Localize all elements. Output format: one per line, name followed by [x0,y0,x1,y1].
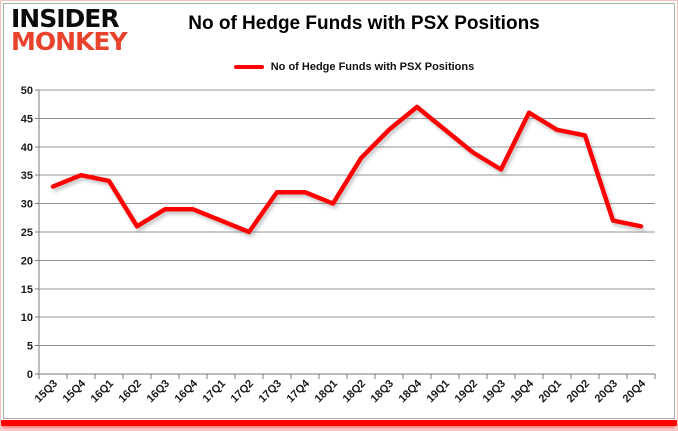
svg-text:35: 35 [21,170,33,182]
logo-line2: MONKEY [11,27,128,56]
svg-text:50: 50 [21,85,33,97]
svg-text:16Q1: 16Q1 [89,378,117,406]
svg-text:20Q1: 20Q1 [537,378,565,406]
svg-text:17Q2: 17Q2 [229,378,257,406]
x-axis-labels: 15Q3 15Q4 16Q1 16Q2 16Q3 16Q4 17Q1 17Q2 17Q3 17Q4… [33,377,649,405]
svg-text:20Q3: 20Q3 [593,378,621,406]
svg-text:20Q4: 20Q4 [621,377,649,405]
svg-text:25: 25 [21,227,33,239]
svg-text:15: 15 [21,284,33,296]
svg-text:45: 45 [21,113,33,125]
svg-text:18Q3: 18Q3 [369,378,397,406]
chart-title: No of Hedge Funds with PSX Positions [188,13,540,34]
svg-text:5: 5 [27,341,33,353]
svg-text:20Q2: 20Q2 [565,378,593,406]
svg-text:16Q4: 16Q4 [173,377,201,405]
svg-text:18Q4: 18Q4 [397,377,425,405]
svg-text:0: 0 [27,369,33,381]
svg-text:15Q3: 15Q3 [33,378,61,406]
legend-label: No of Hedge Funds with PSX Positions [270,61,475,73]
insider-monkey-logo: INSIDER MONKEY [11,4,128,56]
svg-text:18Q2: 18Q2 [341,378,369,406]
data-line [50,104,644,235]
svg-text:17Q1: 17Q1 [201,378,229,406]
svg-text:19Q2: 19Q2 [453,378,481,406]
x-axis-ticks [38,374,656,379]
svg-text:19Q3: 19Q3 [481,378,509,406]
svg-text:15Q4: 15Q4 [61,377,89,405]
red-bottom-bar [1,420,677,426]
svg-text:19Q1: 19Q1 [425,378,453,406]
svg-text:17Q3: 17Q3 [257,378,285,406]
svg-text:20: 20 [21,255,33,267]
svg-text:16Q3: 16Q3 [145,378,173,406]
svg-text:17Q4: 17Q4 [285,377,313,405]
svg-text:19Q4: 19Q4 [509,377,537,405]
svg-text:10: 10 [21,312,33,324]
legend-line-icon [233,65,264,69]
svg-text:40: 40 [21,142,33,154]
svg-text:18Q1: 18Q1 [313,378,341,406]
y-axis-labels: 0 5 10 15 20 25 30 35 40 45 50 [21,85,33,381]
legend: No of Hedge Funds with PSX Positions [41,61,667,73]
svg-text:16Q2: 16Q2 [117,378,145,406]
logo-line1: INSIDER [11,4,120,33]
svg-text:30: 30 [21,199,33,211]
